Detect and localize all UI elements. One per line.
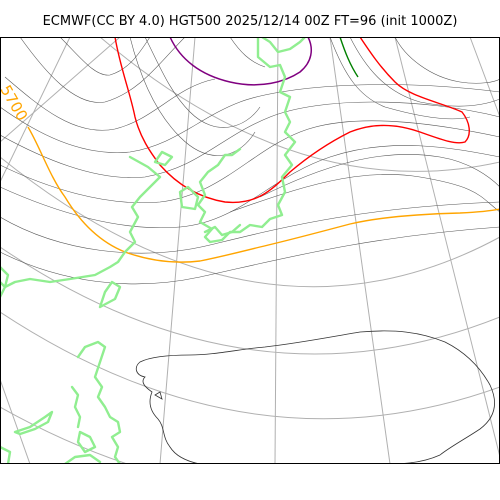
coastlines: [0, 37, 307, 464]
contour-label-5700: 5700: [0, 82, 31, 124]
landmass-island: [154, 391, 163, 400]
contour-5700: [27, 126, 500, 263]
contour-purple: [169, 37, 313, 86]
map-border: [0, 37, 500, 464]
contour-red: [114, 37, 470, 204]
height-contours: [0, 37, 500, 285]
map-panel: 5700: [0, 37, 500, 464]
landmass-outline: [135, 330, 495, 464]
map-title: ECMWF(CC BY 4.0) HGT500 2025/12/14 00Z F…: [42, 14, 458, 29]
contour-green: [339, 37, 359, 78]
graticule: [0, 37, 500, 464]
